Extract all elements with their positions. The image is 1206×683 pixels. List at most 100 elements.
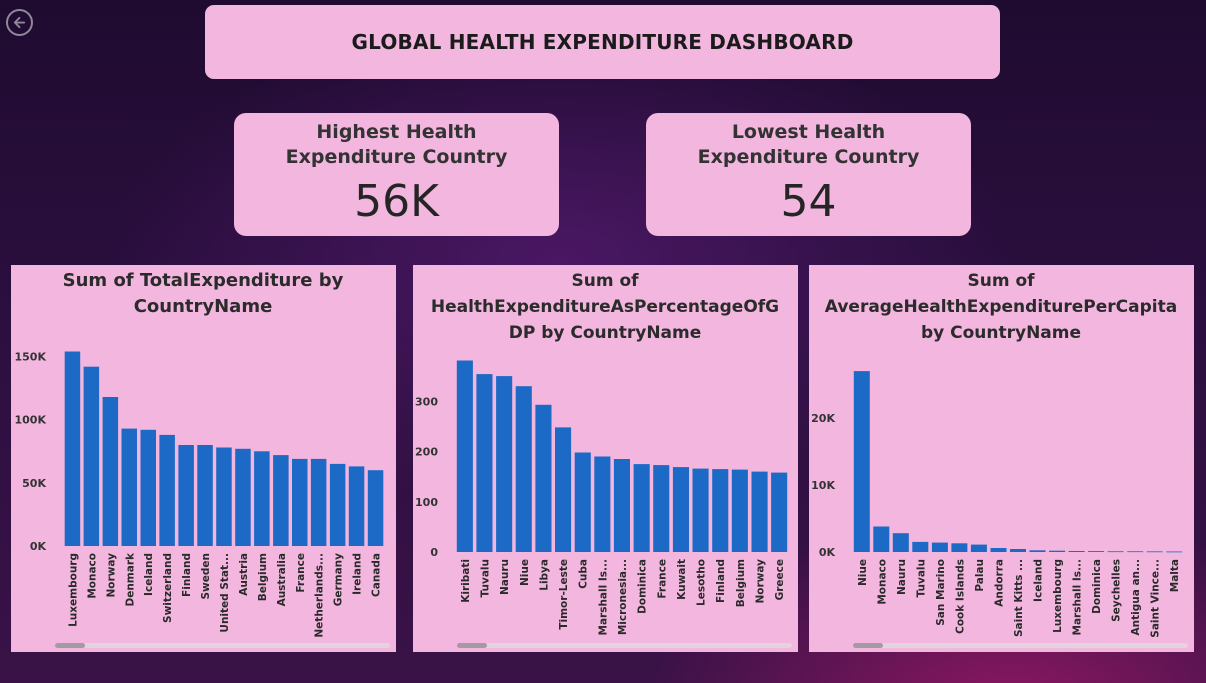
bar[interactable] [692, 468, 709, 552]
bar[interactable] [329, 463, 346, 546]
bar[interactable] [535, 404, 552, 552]
x-tick-label: Netherlands... [314, 553, 326, 638]
back-button[interactable] [6, 9, 33, 36]
x-tick-label: Micronesia... [617, 559, 629, 635]
scrollbar-thumb[interactable] [55, 643, 85, 648]
chart-scrollbar[interactable] [457, 643, 792, 648]
bar[interactable] [931, 542, 948, 552]
bar[interactable] [912, 541, 929, 552]
x-tick-label: Monaco [876, 559, 888, 605]
kpi-card-highest: Highest Health Expenditure Country 56K [234, 113, 559, 236]
bar[interactable] [1049, 550, 1066, 552]
x-tick-label: Andorra [994, 559, 1006, 607]
y-tick-label: 100K [15, 414, 47, 427]
x-tick-label: United Stat... [219, 553, 231, 633]
bar[interactable] [771, 472, 788, 552]
bar[interactable] [1088, 551, 1105, 552]
bar[interactable] [951, 543, 968, 552]
bar[interactable] [273, 455, 289, 546]
x-tick-label: Finland [181, 553, 193, 597]
bar[interactable] [159, 434, 175, 546]
chart-title-line: Sum of TotalExpenditure by [63, 270, 344, 291]
y-tick-label: 150K [15, 351, 47, 364]
back-arrow-icon [13, 16, 26, 29]
bar[interactable] [1107, 551, 1124, 553]
chart-panel-total-expenditure: Sum of TotalExpenditure by CountryName 0K 5… [11, 265, 396, 652]
bar[interactable] [310, 458, 327, 546]
kpi-label-lowest: Lowest Health Expenditure Country [697, 121, 920, 168]
x-tick-label: Malta [1169, 559, 1181, 592]
bar[interactable] [555, 427, 572, 552]
scrollbar-thumb[interactable] [457, 643, 487, 648]
bar[interactable] [178, 445, 194, 546]
chart-title-line: HealthExpenditureAsPercentageOfG [431, 297, 779, 317]
y-tick-label: 10K [811, 479, 835, 492]
x-tick-label: Sweden [200, 553, 212, 600]
bar[interactable] [594, 456, 611, 553]
bar[interactable] [1127, 551, 1144, 553]
bar[interactable] [633, 464, 650, 552]
x-tick-label: San Marino [935, 559, 947, 626]
x-tick-label: Kiribati [460, 559, 472, 603]
x-tick-label: Niue [857, 559, 869, 586]
bar[interactable] [970, 544, 987, 552]
x-tick-label: Iceland [1033, 559, 1045, 602]
bar[interactable] [1166, 551, 1183, 553]
x-tick-label: Iceland [143, 553, 155, 596]
bar[interactable] [456, 360, 473, 553]
bar[interactable] [476, 374, 493, 552]
x-tick-label: Switzerland [162, 553, 174, 623]
bar[interactable] [1068, 551, 1085, 552]
x-tick-label: Marshall Is... [597, 559, 609, 636]
bar[interactable] [990, 548, 1007, 552]
bar[interactable] [712, 469, 729, 552]
x-tick-label: Belgium [735, 559, 747, 607]
bar[interactable] [254, 451, 270, 546]
bar[interactable] [853, 371, 870, 552]
kpi-value-highest: 56K [354, 176, 439, 227]
scrollbar-thumb[interactable] [853, 643, 883, 648]
bar[interactable] [235, 448, 251, 546]
chart-title-line: CountryName [134, 296, 273, 317]
x-tick-label: Dominica [1091, 559, 1103, 614]
bar[interactable] [292, 458, 308, 546]
bar[interactable] [731, 469, 748, 552]
bar[interactable] [653, 465, 670, 552]
y-tick-label: 0 [430, 546, 438, 559]
kpi-label-highest: Highest Health Expenditure Country [285, 121, 508, 168]
bar[interactable] [574, 452, 591, 553]
bar[interactable] [102, 397, 119, 546]
bar[interactable] [496, 376, 513, 552]
bar[interactable] [873, 526, 890, 553]
bar[interactable] [672, 467, 689, 552]
x-tick-label: Palau [974, 559, 986, 592]
bar[interactable] [197, 445, 213, 546]
bar[interactable] [83, 366, 100, 546]
chart-scrollbar[interactable] [853, 643, 1188, 648]
chart-title-line: by CountryName [921, 323, 1081, 343]
x-tick-label: Ireland [352, 553, 364, 595]
x-tick-label: Saint Kitts ... [1013, 559, 1025, 637]
bar[interactable] [367, 470, 384, 546]
bar[interactable] [515, 386, 532, 552]
bar[interactable] [1029, 550, 1046, 552]
bar[interactable] [1010, 549, 1026, 552]
bar[interactable] [892, 533, 909, 552]
bar[interactable] [613, 459, 630, 552]
bar[interactable] [121, 428, 138, 546]
bar[interactable] [1146, 551, 1163, 553]
chart-scrollbar[interactable] [55, 643, 390, 648]
bar[interactable] [348, 466, 365, 546]
x-tick-label: Marshall Is... [1072, 559, 1084, 636]
chart-panel-average-per-capita: Sum of AverageHealthExpenditurePerCapita b… [809, 265, 1194, 652]
bar[interactable] [216, 447, 232, 547]
bar[interactable] [751, 471, 768, 552]
bar[interactable] [140, 429, 157, 546]
x-tick-label: Monaco [86, 553, 98, 599]
bar[interactable] [64, 351, 81, 547]
x-tick-label: Austria [238, 553, 250, 596]
chart-title-line: Sum of [571, 271, 639, 291]
y-tick-label: 0K [30, 540, 47, 553]
dashboard-title-banner: GLOBAL HEALTH EXPENDITURE DASHBOARD [205, 5, 1000, 79]
x-tick-label: Dominica [637, 559, 649, 614]
